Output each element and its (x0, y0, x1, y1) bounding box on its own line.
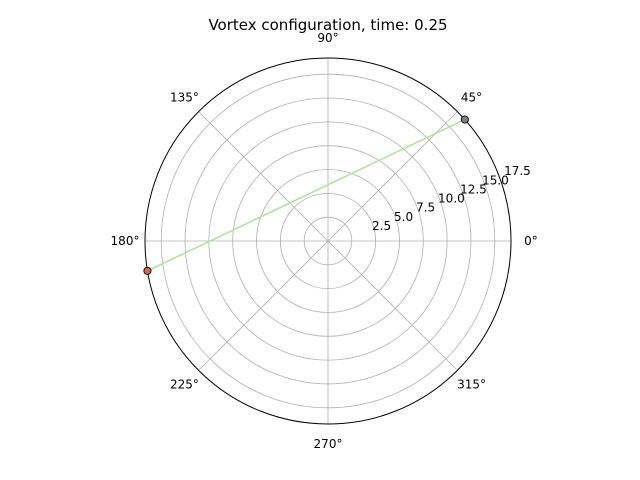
chart-title: Vortex configuration, time: 0.25 (208, 16, 448, 34)
r-tick-label-6: 17.5 (504, 164, 531, 178)
vortex-connector-line (147, 118, 466, 272)
polar-spine (144, 57, 512, 425)
theta-tick-label-2: 90° (317, 31, 338, 45)
theta-tick-label-0: 0° (524, 234, 538, 248)
theta-tick-label-4: 180° (111, 234, 140, 248)
r-tick-label-5: 15.0 (482, 173, 509, 187)
theta-tick-label-5: 225° (170, 378, 199, 392)
r-tick-label-1: 5.0 (394, 210, 413, 224)
angular-gridline-7 (327, 240, 458, 371)
theta-tick-label-7: 315° (457, 378, 486, 392)
r-tick-label-4: 12.5 (460, 182, 487, 196)
r-tick-label-3: 10.0 (438, 192, 465, 206)
angular-gridline-3 (198, 111, 329, 242)
theta-tick-label-1: 45° (461, 90, 482, 104)
theta-tick-label-6: 270° (314, 437, 343, 451)
r-tick-label-0: 2.5 (372, 219, 391, 233)
angular-gridline-5 (198, 240, 329, 371)
theta-tick-label-3: 135° (170, 90, 199, 104)
vortex-point-0 (460, 115, 469, 124)
vortex-point-1 (143, 266, 152, 275)
r-tick-label-2: 7.5 (416, 201, 435, 215)
